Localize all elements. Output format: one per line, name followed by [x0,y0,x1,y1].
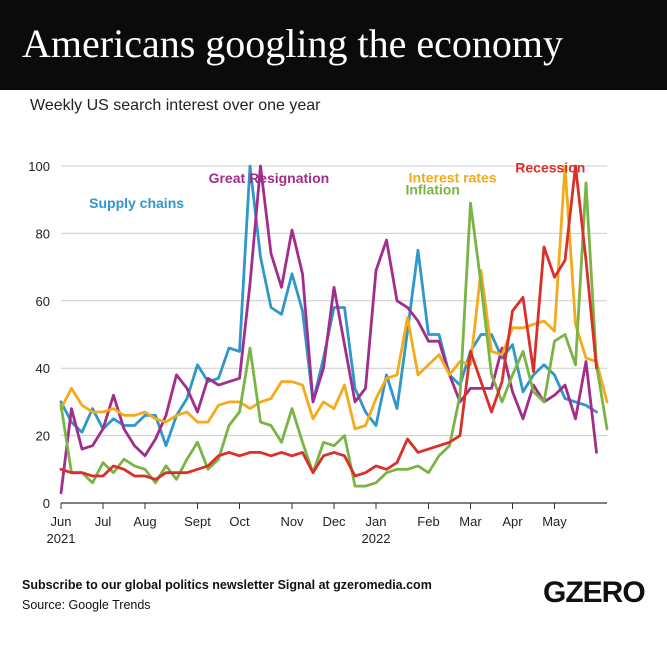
newsletter-note: Subscribe to our global politics newslet… [22,578,432,592]
title-banner [0,0,667,90]
series-line-inflation [59,181,609,488]
x-tick-label: Sept [184,514,211,529]
x-tick-label: Apr [502,514,523,529]
x-tick-year-label: 2021 [47,531,76,546]
x-tick-label: Nov [280,514,304,529]
x-tick-label: Aug [133,514,156,529]
chart-subtitle: Weekly US search interest over one year [30,97,321,114]
source-note: Source: Google Trends [22,598,151,612]
x-tick-label: Jun [51,514,72,529]
y-tick-label: 80 [36,226,50,241]
y-tick-label: 20 [36,429,50,444]
x-tick-label: Oct [229,514,250,529]
x-tick-year-label: 2022 [362,531,391,546]
y-tick-label: 60 [36,294,50,309]
series-line-great-resignation [59,164,598,495]
x-tick-label: Feb [417,514,439,529]
x-tick-label: Jan [366,514,387,529]
gzero-logo: GZERO [543,576,646,609]
x-tick-label: May [542,514,567,529]
y-tick-label: 40 [36,361,50,376]
series-line-interest-rates [59,164,609,431]
chart-title: Americans googling the economy [22,21,563,66]
series-label-interest-rates: Interest rates [409,169,497,185]
series-line-recession [59,164,598,481]
y-tick-label: 0 [43,496,50,511]
x-tick-label: Dec [322,514,346,529]
x-tick-label: Mar [459,514,482,529]
series-label-supply-chains: Supply chains [89,195,184,211]
series-label-recession: Recession [515,160,585,176]
series-label-inflation: Inflation [405,181,459,197]
series-label-great-resignation: Great Resignation [209,170,330,186]
y-tick-label: 100 [28,159,50,174]
x-tick-label: Jul [95,514,112,529]
